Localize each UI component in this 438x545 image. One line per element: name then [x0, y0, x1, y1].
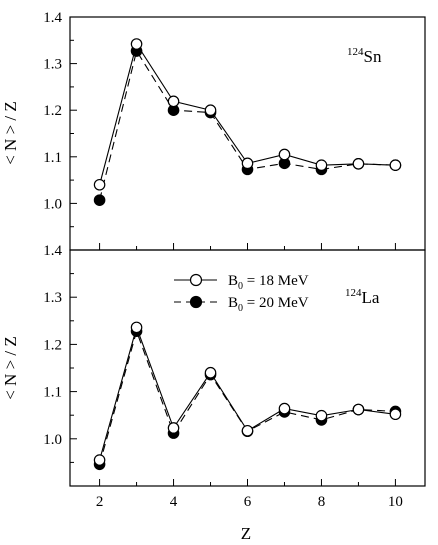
point-18mev: [241, 424, 254, 437]
y-tick-label: 1.2: [43, 103, 62, 119]
point-18mev: [315, 159, 328, 171]
y-tick-label: 1.1: [43, 150, 62, 166]
point-18mev: [204, 104, 217, 116]
y-tick-label: 1.2: [43, 337, 62, 353]
point-18mev: [167, 95, 180, 108]
point-18mev: [241, 157, 254, 170]
y-tick-label: 1.0: [43, 432, 62, 448]
point-20mev: [93, 194, 106, 206]
point-18mev: [278, 402, 291, 415]
y-tick-label: 1.3: [43, 290, 62, 306]
point-18mev: [278, 148, 291, 161]
y-tick-label: 1.3: [43, 57, 62, 73]
y-tick-label: 1.4: [43, 243, 62, 259]
panel-top-sn: 1.0 1.1 1.2 1.3 1.4 < N > / Z: [1, 10, 426, 251]
point-18mev: [167, 422, 180, 434]
y-tick-label: 1.0: [43, 196, 62, 212]
panel-bottom-la: 1.0 1.1 1.2 1.3 1.4 2 4 6 8 10 < N > / Z: [1, 243, 426, 510]
point-18mev: [352, 157, 365, 170]
legend-marker-open-circle: [189, 273, 203, 287]
x-axis-title: Z: [241, 524, 251, 543]
x-tick-label: 2: [96, 494, 104, 510]
y-tick-label: 1.4: [43, 10, 62, 26]
series-line-20mev: [99, 49, 396, 201]
legend: B0 = 18 MeV B0 = 20 MeV: [174, 273, 309, 314]
point-18mev: [93, 178, 106, 191]
legend-label-18mev: B0 = 18 MeV: [228, 273, 309, 292]
x-tick-label: 6: [244, 494, 252, 510]
point-18mev: [389, 408, 402, 421]
point-18mev: [204, 366, 217, 379]
point-18mev: [352, 403, 365, 416]
series-line-20mev: [99, 329, 396, 465]
legend-label-20mev: B0 = 20 MeV: [228, 295, 309, 314]
y-axis-title: < N > / Z: [1, 336, 20, 400]
point-18mev: [130, 38, 143, 50]
point-18mev: [389, 159, 402, 171]
legend-marker-filled-circle: [189, 295, 203, 309]
panel-label-sn: 124Sn: [347, 46, 382, 66]
panel-label-la: 124La: [345, 287, 380, 307]
series-line-18mev: [99, 325, 396, 461]
point-18mev: [93, 454, 106, 466]
point-18mev: [130, 321, 143, 334]
y-axis-title: < N > / Z: [1, 101, 20, 165]
y-tick-label: 1.1: [43, 385, 62, 401]
x-tick-label: 10: [388, 494, 403, 510]
point-18mev: [315, 409, 328, 422]
x-tick-label: 8: [318, 494, 326, 510]
x-tick-label: 4: [170, 494, 178, 510]
